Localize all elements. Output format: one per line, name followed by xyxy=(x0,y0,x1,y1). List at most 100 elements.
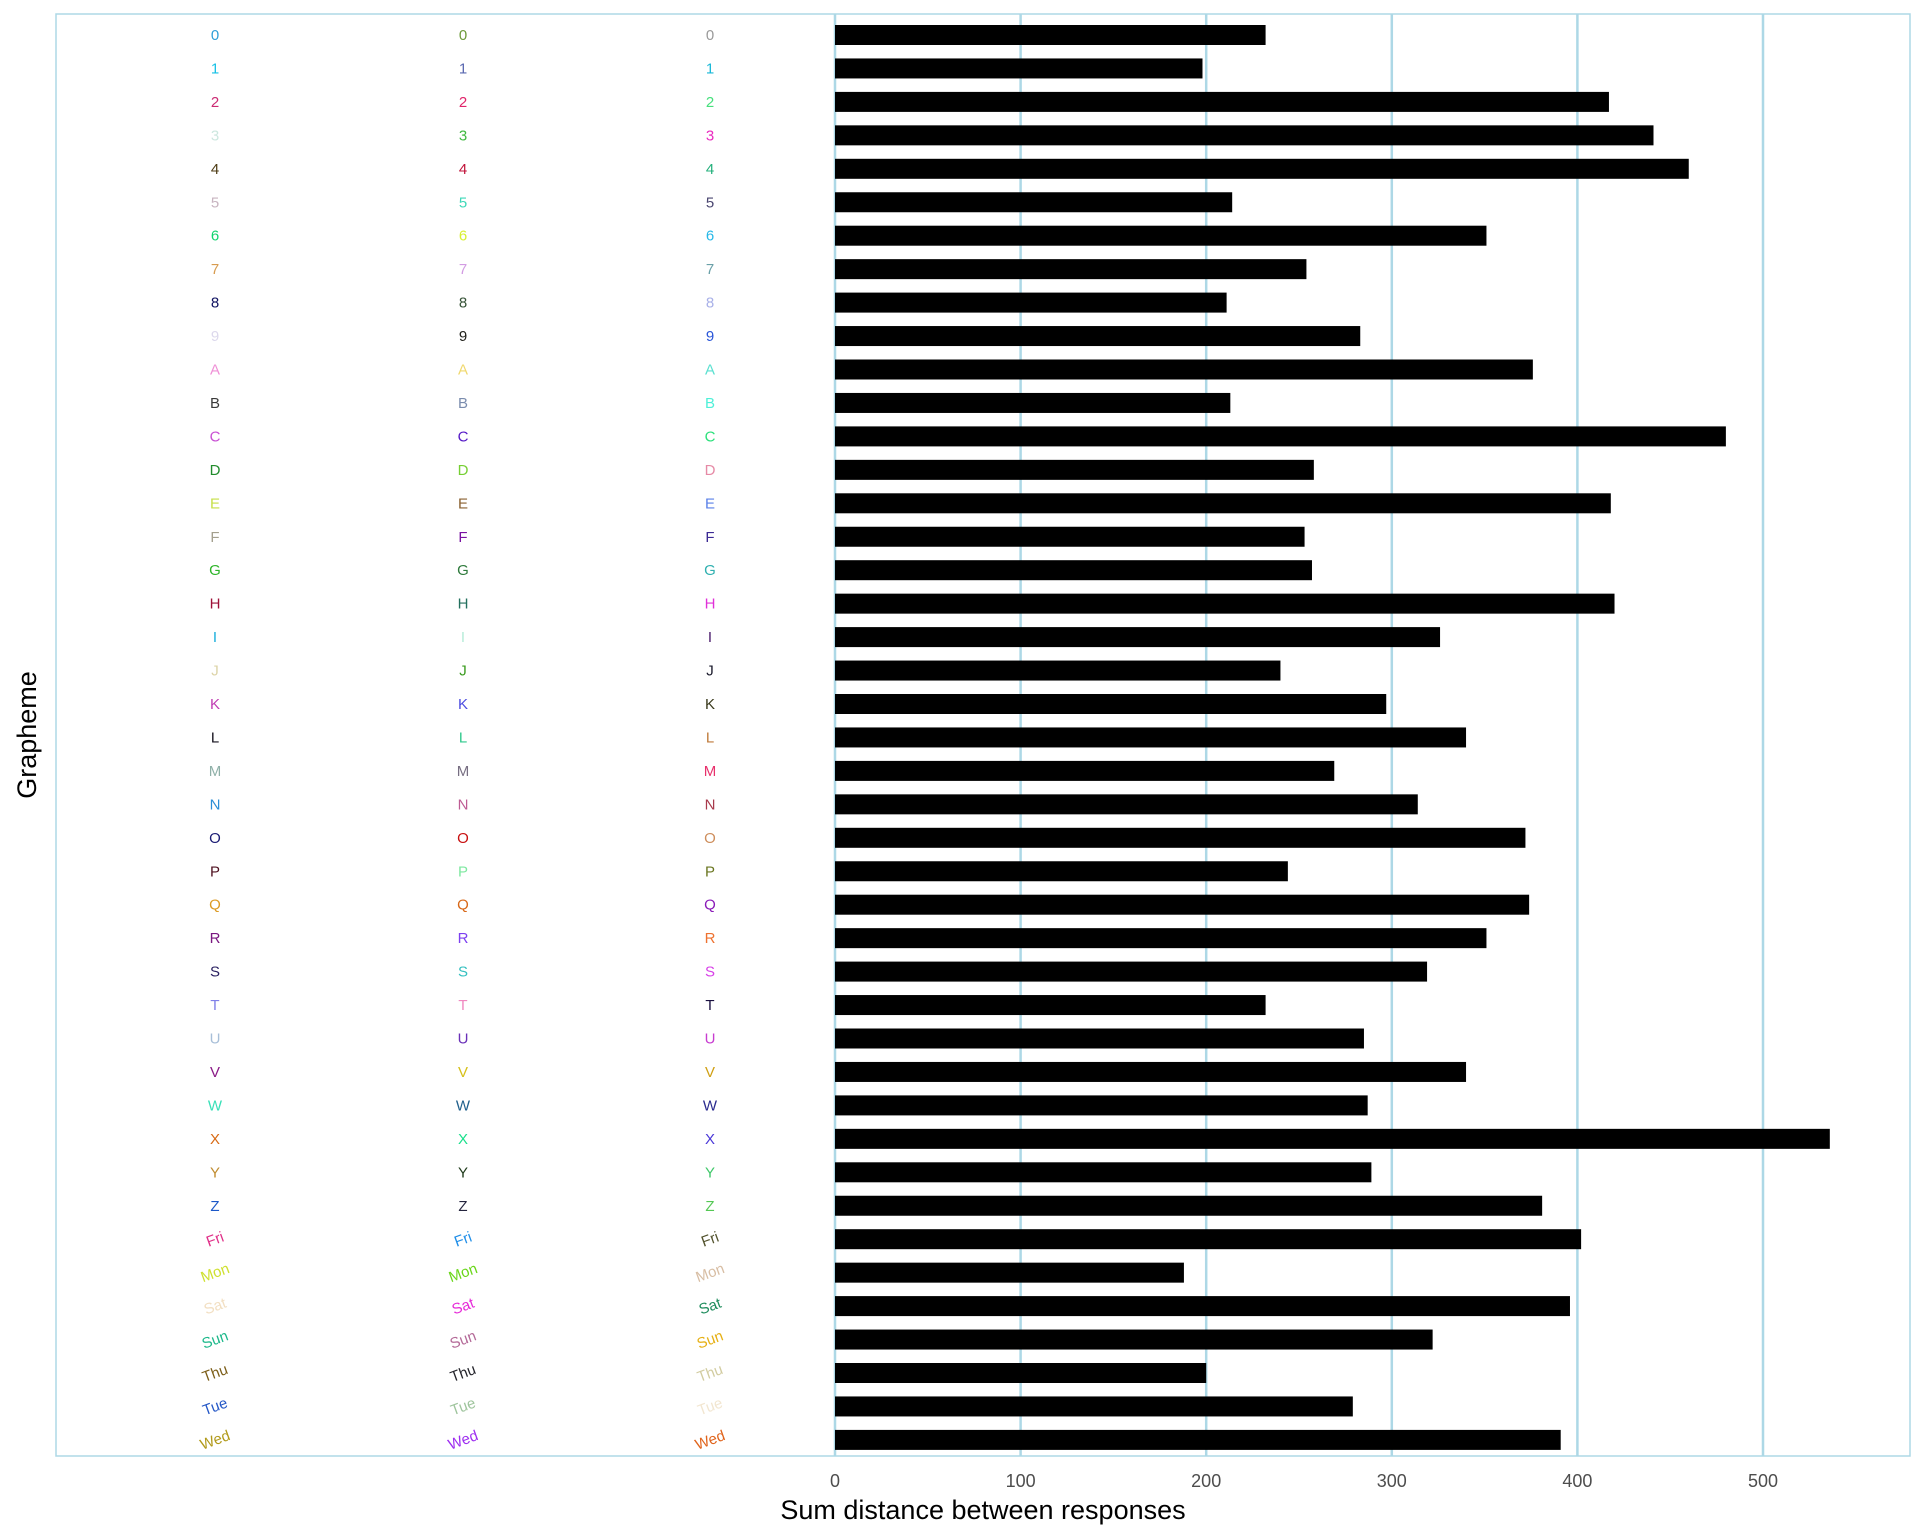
bar-7 xyxy=(835,259,1307,280)
grapheme-label-Z-col3: Z xyxy=(705,1198,714,1215)
grapheme-label-X-col3: X xyxy=(705,1131,715,1148)
grapheme-label-D-col3: D xyxy=(705,462,716,479)
bar-T xyxy=(835,995,1266,1016)
grapheme-label-8-col2: 8 xyxy=(459,295,467,312)
grapheme-label-4-col1: 4 xyxy=(211,161,219,178)
grapheme-label-G-col3: G xyxy=(704,562,716,579)
bar-Tue xyxy=(835,1396,1353,1417)
x-tick-label: 300 xyxy=(1377,1471,1407,1491)
grapheme-label-O-col3: O xyxy=(704,830,716,847)
x-tick-label: 200 xyxy=(1191,1471,1221,1491)
grapheme-label-T-col3: T xyxy=(705,997,714,1014)
bar-8 xyxy=(835,292,1227,313)
bar-P xyxy=(835,861,1288,882)
bar-J xyxy=(835,660,1281,681)
grapheme-label-P-col2: P xyxy=(458,863,468,880)
grapheme-label-K-col1: K xyxy=(210,696,220,713)
grapheme-label-E-col3: E xyxy=(705,495,715,512)
bar-X xyxy=(835,1128,1830,1149)
grapheme-label-6-col2: 6 xyxy=(459,228,467,245)
grapheme-label-C-col1: C xyxy=(210,428,221,445)
grapheme-label-Y-col2: Y xyxy=(458,1164,468,1181)
grapheme-label-U-col3: U xyxy=(705,1031,716,1048)
grapheme-label-1-col2: 1 xyxy=(459,60,467,77)
grapheme-label-H-col3: H xyxy=(705,596,716,613)
bar-O xyxy=(835,827,1526,848)
grapheme-label-Sat-col1: Sat xyxy=(202,1294,230,1318)
grapheme-label-L-col3: L xyxy=(706,729,714,746)
grapheme-label-3-col2: 3 xyxy=(459,127,467,144)
grapheme-label-4-col2: 4 xyxy=(459,161,467,178)
grapheme-label-P-col1: P xyxy=(210,863,220,880)
bar-9 xyxy=(835,326,1361,347)
bar-Mon xyxy=(835,1262,1184,1283)
bar-M xyxy=(835,760,1335,781)
bar-3 xyxy=(835,125,1654,146)
grapheme-label-K-col3: K xyxy=(705,696,715,713)
grapheme-label-F-col3: F xyxy=(705,529,714,546)
grapheme-label-5-col2: 5 xyxy=(459,194,467,211)
grapheme-label-6-col1: 6 xyxy=(211,228,219,245)
grapheme-label-J-col3: J xyxy=(706,663,714,680)
bar-D xyxy=(835,459,1314,480)
grapheme-label-W-col3: W xyxy=(703,1097,718,1114)
grapheme-label-P-col3: P xyxy=(705,863,715,880)
grapheme-label-R-col2: R xyxy=(458,930,469,947)
bar-1 xyxy=(835,58,1203,79)
grapheme-label-L-col2: L xyxy=(459,729,467,746)
grapheme-label-N-col2: N xyxy=(458,796,469,813)
grapheme-label-Fri-col3: Fri xyxy=(699,1229,721,1251)
grapheme-label-6-col3: 6 xyxy=(706,228,714,245)
grapheme-label-Z-col2: Z xyxy=(458,1198,467,1215)
grapheme-label-T-col2: T xyxy=(458,997,467,1014)
grapheme-label-B-col1: B xyxy=(210,395,220,412)
grapheme-label-W-col2: W xyxy=(456,1097,471,1114)
grapheme-label-Y-col3: Y xyxy=(705,1164,715,1181)
x-tick-label: 100 xyxy=(1006,1471,1036,1491)
grapheme-label-1-col1: 1 xyxy=(211,60,219,77)
grapheme-label-B-col3: B xyxy=(705,395,715,412)
grapheme-label-E-col2: E xyxy=(458,495,468,512)
bar-5 xyxy=(835,192,1233,213)
grapheme-label-M-col3: M xyxy=(704,763,717,780)
grapheme-label-2-col2: 2 xyxy=(459,94,467,111)
bar-Y xyxy=(835,1162,1372,1183)
grapheme-label-C-col2: C xyxy=(458,428,469,445)
grapheme-label-0-col3: 0 xyxy=(706,27,714,44)
grapheme-label-A-col2: A xyxy=(458,362,468,379)
grapheme-label-8-col1: 8 xyxy=(211,295,219,312)
bar-Sun xyxy=(835,1329,1433,1350)
grapheme-label-Fri-col1: Fri xyxy=(204,1229,226,1251)
bar-R xyxy=(835,928,1487,949)
bar-4 xyxy=(835,158,1689,179)
bar-B xyxy=(835,392,1231,413)
grapheme-label-V-col1: V xyxy=(210,1064,220,1081)
grapheme-label-2-col1: 2 xyxy=(211,94,219,111)
grapheme-label-V-col2: V xyxy=(458,1064,468,1081)
x-tick-label: 500 xyxy=(1748,1471,1778,1491)
grapheme-label-8-col3: 8 xyxy=(706,295,714,312)
bar-K xyxy=(835,694,1387,714)
grapheme-label-N-col1: N xyxy=(210,796,221,813)
bar-Fri xyxy=(835,1229,1582,1250)
grapheme-label-5-col3: 5 xyxy=(706,194,714,211)
grapheme-label-N-col3: N xyxy=(705,796,716,813)
grapheme-label-U-col2: U xyxy=(458,1031,469,1048)
grapheme-label-H-col1: H xyxy=(210,596,221,613)
grapheme-label-J-col1: J xyxy=(211,663,219,680)
bar-L xyxy=(835,727,1467,748)
grapheme-label-I-col3: I xyxy=(708,629,712,646)
grapheme-label-Q-col2: Q xyxy=(457,897,469,914)
grapheme-label-S-col1: S xyxy=(210,964,220,981)
grapheme-label-F-col2: F xyxy=(458,529,467,546)
bar-G xyxy=(835,560,1312,581)
grapheme-label-3-col3: 3 xyxy=(706,127,714,144)
grapheme-label-D-col2: D xyxy=(458,462,469,479)
grapheme-label-J-col2: J xyxy=(459,663,467,680)
x-axis-ticks: 0 100 200 300 400 500 xyxy=(830,1471,1778,1491)
grapheme-label-G-col1: G xyxy=(209,562,221,579)
bar-Wed xyxy=(835,1429,1561,1450)
grapheme-label-4-col3: 4 xyxy=(706,161,714,178)
bar-F xyxy=(835,526,1305,547)
